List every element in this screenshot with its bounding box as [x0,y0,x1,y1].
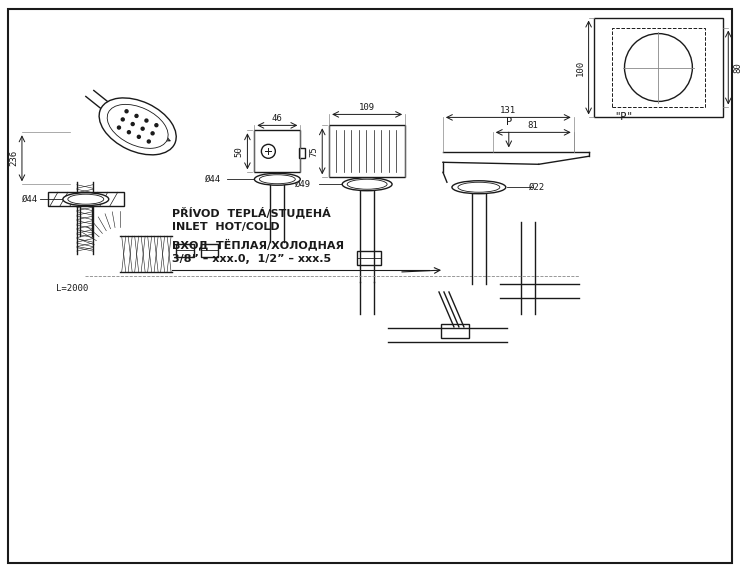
Bar [200,244,218,257]
Ellipse shape [255,173,301,185]
Text: Ø44: Ø44 [22,194,38,204]
Text: 109: 109 [359,104,375,113]
Bar [441,324,469,338]
Text: 100: 100 [576,59,585,76]
Ellipse shape [452,181,506,194]
Text: Ø49: Ø49 [295,180,311,189]
Ellipse shape [99,98,176,155]
Circle shape [148,140,151,143]
Text: ВХОД  ТЁПЛАЯ/ХОЛОДНАЯ: ВХОД ТЁПЛАЯ/ХОЛОДНАЯ [171,238,344,250]
Bar [299,148,305,158]
Bar [329,125,405,177]
Ellipse shape [68,194,104,204]
Circle shape [131,122,134,126]
Circle shape [145,119,148,122]
Text: P: P [505,117,512,128]
Text: Ø72: Ø72 [137,126,154,135]
Text: L=2000: L=2000 [56,284,88,293]
Bar [357,251,381,265]
Text: "P": "P" [614,112,633,122]
Ellipse shape [63,193,109,206]
Circle shape [128,130,131,134]
Bar [48,192,124,206]
Bar [594,18,723,117]
Circle shape [151,132,154,135]
Circle shape [137,136,140,138]
Bar [176,244,194,257]
Text: PŘÍVOD  TEPLÁ/STUДЕНÁ: PŘÍVOD TEPLÁ/STUДЕНÁ [171,206,330,218]
Circle shape [121,118,124,121]
Text: Ø44: Ø44 [206,175,221,184]
Circle shape [125,110,128,113]
Text: 3/8” – xxx.0,  1/2” – xxx.5: 3/8” – xxx.0, 1/2” – xxx.5 [171,254,331,264]
Ellipse shape [107,105,168,148]
Circle shape [117,126,120,129]
Ellipse shape [342,178,392,190]
Ellipse shape [347,179,387,189]
Text: 81: 81 [528,121,539,130]
Text: Ø22: Ø22 [529,182,545,192]
Ellipse shape [458,182,500,192]
Text: 46: 46 [272,114,283,124]
Text: INLET  HOT/COLD: INLET HOT/COLD [171,222,279,232]
Bar [255,130,301,172]
Text: 50: 50 [234,146,243,157]
Text: 75: 75 [309,146,318,157]
Text: 236: 236 [9,150,18,166]
Circle shape [141,127,144,130]
Bar [611,27,706,108]
Circle shape [135,114,138,117]
Circle shape [155,124,158,126]
Text: 131: 131 [500,106,516,116]
Ellipse shape [260,175,295,184]
Text: 80: 80 [733,62,742,73]
